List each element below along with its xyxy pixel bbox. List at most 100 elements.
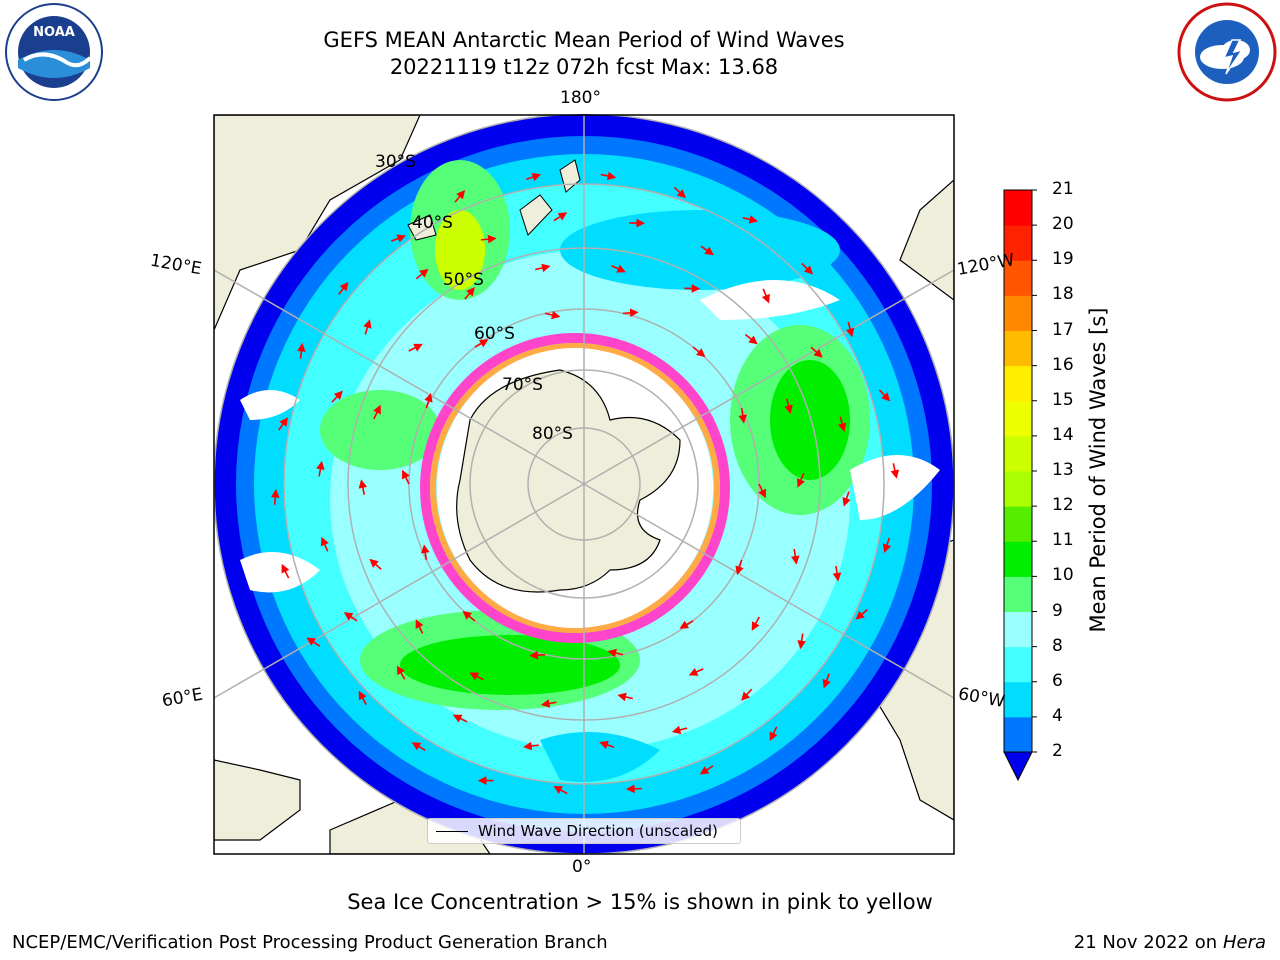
wave-arrow-head [333, 390, 343, 400]
wave-arrow-head [769, 731, 778, 742]
colorbar-segment [1004, 260, 1032, 296]
madagascar-africa-land [214, 759, 301, 841]
australia-land [214, 115, 421, 331]
wave-arrow-head [607, 648, 617, 658]
wave-arrow-head [477, 776, 487, 785]
sea-ice-note: Sea Ice Concentration > 15% is shown in … [347, 890, 933, 914]
wave-arrow-head [339, 281, 349, 292]
colorbar-segment [1004, 681, 1032, 718]
colorbar-segment [1004, 190, 1032, 226]
wave-arrow-head [462, 610, 472, 620]
wave-arrow-head [882, 543, 892, 553]
wave-arrow-head [738, 414, 747, 424]
colorbar-tick-label: 17 [1052, 319, 1074, 340]
wave-arrow-head [890, 469, 900, 479]
colorbar-tick-label: 10 [1052, 565, 1074, 586]
wave-arrow-head [832, 572, 842, 582]
wave-arrow-head [797, 640, 806, 650]
wave-arrow-head [625, 784, 635, 794]
colorbar-segment [1004, 611, 1032, 648]
colorbar-tick-label: 8 [1052, 635, 1063, 656]
wave-arrow-head [271, 488, 280, 498]
wave-arrow-head [343, 612, 354, 621]
colorbar-segment [1004, 435, 1032, 472]
lat-label-30s: 30°S [375, 152, 416, 172]
map-legend: Wind Wave Direction (unscaled) [427, 818, 741, 844]
colorbar-tick-label: 12 [1052, 495, 1074, 516]
wave-arrow-head [279, 417, 288, 427]
wave-arrow-head [452, 714, 463, 723]
wave-arrow-head [881, 392, 891, 402]
wave-arrow-head [402, 469, 410, 480]
wave-arrow-head [636, 218, 646, 228]
lon-label-180: 180° [560, 88, 601, 108]
north-pacific-land [899, 179, 954, 301]
wave-arrow-head [421, 544, 430, 554]
wave-arrow-head [704, 246, 714, 256]
wave-arrow-head [688, 667, 699, 676]
colorbar-tick-label: 19 [1052, 249, 1074, 270]
noaa-logo: NOAA [5, 3, 103, 101]
wave-arrow-head [297, 342, 306, 352]
wave-arrow-head [424, 392, 433, 403]
wave-arrow-head [373, 404, 381, 415]
wave-arrow-head [617, 692, 627, 702]
wave-arrow-head [599, 740, 609, 749]
legend-label: Wind Wave Direction (unscaled) [478, 822, 718, 840]
wave-arrow-head [419, 268, 429, 278]
chart-title: GEFS MEAN Antarctic Mean Period of Wind … [323, 28, 845, 52]
colorbar-tick-label: 6 [1052, 670, 1063, 691]
wave-arrow-head [396, 234, 407, 243]
colorbar-tick-label: 16 [1052, 354, 1074, 375]
wave-arrow-head [837, 422, 847, 432]
colorbar-segment [1004, 716, 1032, 753]
wave-arrow-head [487, 234, 497, 244]
wave-arrow-head [466, 287, 475, 297]
wave-arrow-head [696, 348, 706, 358]
wave-arrow-head [748, 215, 759, 224]
wave-arrow-head [281, 563, 290, 574]
colorbar-tick-label: 21 [1052, 179, 1074, 199]
wave-arrow-head [541, 263, 551, 273]
wave-arrow-head [784, 404, 793, 415]
colorbar-title: Mean Period of Wind Waves [s] [1086, 307, 1110, 633]
colorbar-tick-label: 9 [1052, 600, 1063, 621]
wave-arrow-head [358, 690, 367, 701]
wave-arrow-head [679, 620, 690, 629]
wave-arrow-head [691, 284, 701, 293]
wave-arrow-head [845, 327, 855, 338]
colorbar-segment [1004, 365, 1032, 402]
footer-credit: NCEP/EMC/Verification Post Processing Pr… [12, 932, 608, 953]
wave-arrow-head [531, 172, 542, 182]
lon-label-0: 0° [572, 857, 592, 877]
lat-label-60s: 60°S [474, 324, 515, 344]
colorbar-tick-label: 14 [1052, 424, 1074, 445]
wave-arrow-head [316, 460, 325, 471]
footer-date: 21 Nov 2022 on Hera [1073, 932, 1266, 953]
wave-arrow-head [306, 637, 316, 646]
wave-arrow-head [413, 343, 423, 352]
colorbar-tick-label: 2 [1052, 741, 1063, 761]
legend-line-swatch [436, 831, 468, 832]
wave-arrow-head [523, 741, 533, 751]
wave-arrow-head [813, 348, 823, 358]
wave-arrow-head [676, 189, 686, 199]
colorbar-tick-label: 13 [1052, 460, 1074, 480]
wave-arrow-head [791, 555, 800, 565]
wave-arrow-head [616, 264, 626, 273]
wave-arrow-head [396, 665, 405, 676]
footer-machine: Hera [1222, 932, 1266, 953]
wave-arrow-head [369, 558, 379, 568]
lat-label-80s: 80°S [532, 424, 573, 444]
wave-arrow-head [411, 742, 422, 751]
wave-arrow-head [751, 621, 760, 631]
lat-label-40s: 40°S [412, 213, 453, 233]
wave-arrow-head [741, 691, 751, 701]
colorbar-segment [1004, 646, 1032, 683]
colorbar-segment [1004, 576, 1032, 612]
colorbar-segment [1004, 295, 1032, 331]
wave-arrow-head [456, 189, 466, 200]
wave-arrow-head [540, 699, 551, 708]
colorbar-tick-label: 4 [1052, 705, 1063, 726]
